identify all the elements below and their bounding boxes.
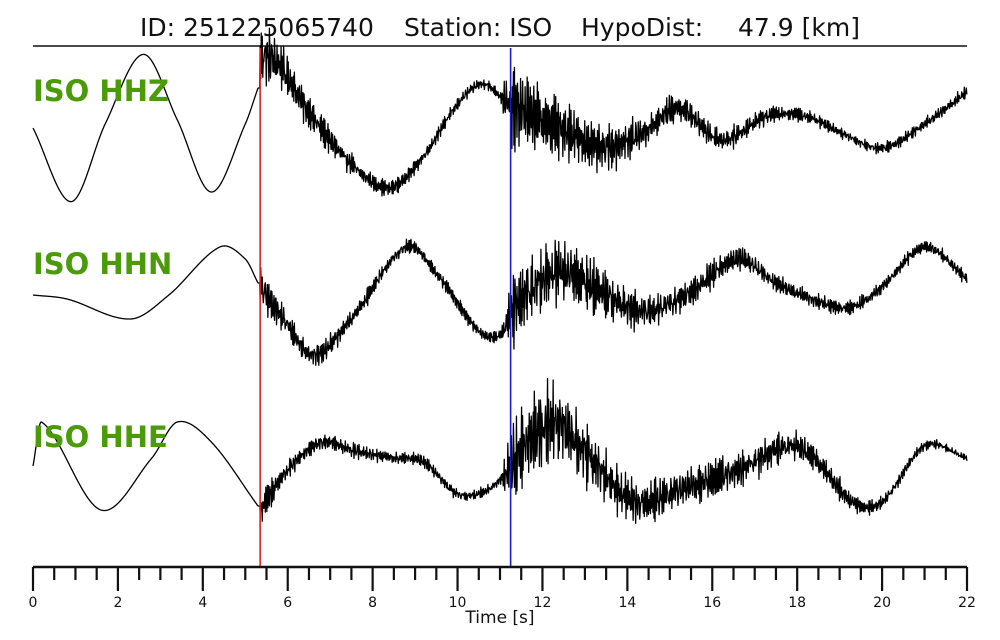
title-station: Station: ISO	[404, 13, 552, 42]
x-tick-label: 4	[198, 595, 207, 611]
trace-label: ISO HHN	[33, 247, 172, 281]
x-tick-label: 8	[368, 595, 377, 611]
x-tick-label: 12	[534, 595, 552, 611]
x-tick-label: 22	[958, 595, 976, 611]
x-tick-label: 2	[113, 595, 122, 611]
waveform-trace	[32, 377, 968, 524]
x-tick-label: 20	[873, 595, 891, 611]
x-tick-label: 0	[29, 595, 38, 611]
x-tick-label: 18	[788, 595, 806, 611]
labels-layer: ISO HHZ ISO HHN ISO HHE	[33, 74, 172, 454]
title-hypodist-value: 47.9 [km]	[738, 13, 860, 42]
picks-layer	[259, 48, 512, 566]
x-tick-label: 14	[618, 595, 636, 611]
x-axis-title: Time [s]	[464, 608, 534, 628]
title-hypodist-label: HypoDist:	[581, 13, 703, 42]
waveform-trace	[32, 238, 968, 366]
waveform-trace	[32, 27, 968, 203]
x-tick-label: 16	[703, 595, 721, 611]
traces-layer	[32, 27, 968, 524]
x-axis-ticks: 0 2 4 6 8 10 12 14 16 18 20 22	[29, 567, 976, 611]
trace-label: ISO HHE	[33, 420, 168, 454]
x-tick-label: 10	[449, 595, 467, 611]
trace-label: ISO HHZ	[33, 74, 169, 108]
x-tick-label: 6	[283, 595, 292, 611]
title-id: ID: 251225065740	[140, 13, 374, 42]
